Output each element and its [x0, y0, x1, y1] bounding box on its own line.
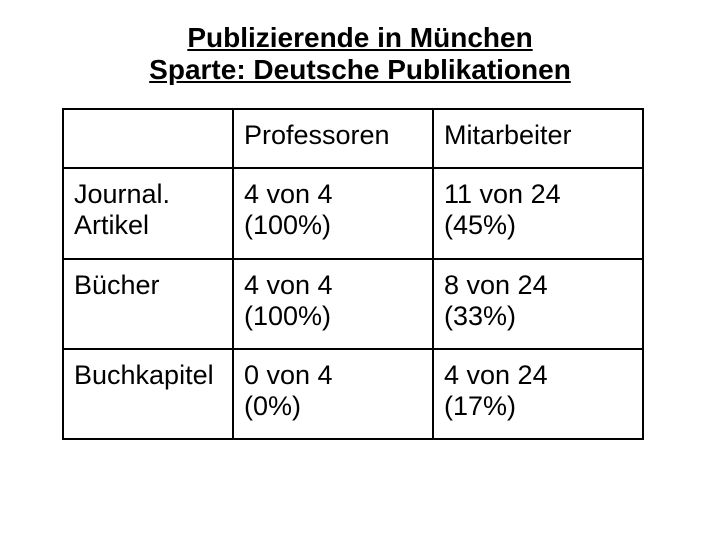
header-professors-label: Professoren	[244, 120, 390, 151]
cell-value-line2: (33%)	[444, 301, 516, 331]
page-title: Publizierende in München Sparte: Deutsch…	[0, 22, 720, 86]
cell-value-line1: 4 von 4	[244, 270, 333, 300]
cell-value-line1: 0 von 4	[244, 360, 333, 390]
cell-value-line2: (17%)	[444, 391, 516, 421]
cell-value-line1: 8 von 24	[444, 270, 548, 300]
cell-value-line2: (45%)	[444, 210, 516, 240]
cell-journal-professors: 4 von 4 (100%)	[233, 168, 433, 258]
cell-value-line2: (0%)	[244, 391, 301, 421]
cell-value-line2: (100%)	[244, 210, 331, 240]
header-blank	[63, 109, 233, 168]
row-label-journal: Journal. Artikel	[63, 168, 233, 258]
table-row: Buchkapitel 0 von 4 (0%) 4 von 24 (17%)	[63, 349, 643, 439]
cell-chapters-professors: 0 von 4 (0%)	[233, 349, 433, 439]
row-label-journal-text: Journal. Artikel	[74, 179, 214, 241]
cell-books-staff: 8 von 24 (33%)	[433, 259, 643, 349]
cell-books-professors: 4 von 4 (100%)	[233, 259, 433, 349]
header-staff: Mitarbeiter	[433, 109, 643, 168]
row-label-books: Bücher	[63, 259, 233, 349]
cell-value-line1: 11 von 24	[444, 179, 561, 209]
row-label-chapters: Buchkapitel	[63, 349, 233, 439]
title-line-2: Sparte: Deutsche Publikationen	[0, 54, 720, 86]
table-header-row: Professoren Mitarbeiter	[63, 109, 643, 168]
cell-value-line1: 4 von 24	[444, 360, 548, 390]
cell-chapters-staff: 4 von 24 (17%)	[433, 349, 643, 439]
publication-table: Professoren Mitarbeiter Journal. Artikel…	[62, 108, 644, 439]
table-row: Journal. Artikel 4 von 4 (100%) 11 von 2…	[63, 168, 643, 258]
table-row: Bücher 4 von 4 (100%) 8 von 24 (33%)	[63, 259, 643, 349]
cell-value-line1: 4 von 4	[244, 179, 333, 209]
title-line-1: Publizierende in München	[187, 22, 532, 53]
cell-journal-staff: 11 von 24 (45%)	[433, 168, 643, 258]
page: Publizierende in München Sparte: Deutsch…	[0, 0, 720, 540]
header-professors: Professoren	[233, 109, 433, 168]
cell-value-line2: (100%)	[244, 301, 331, 331]
